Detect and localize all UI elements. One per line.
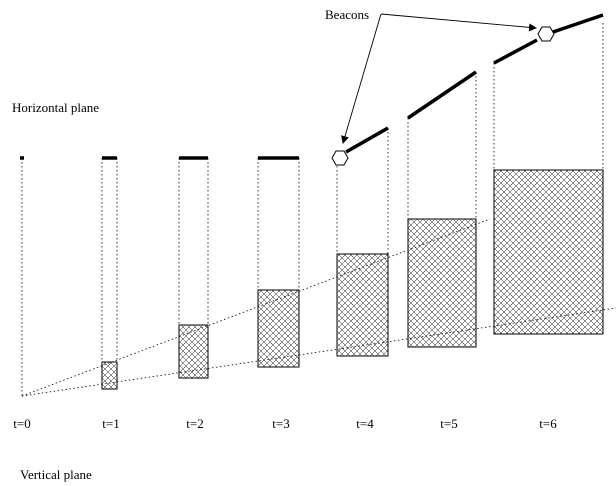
time-labels: t=0 t=1 t=2 t=3 t=4 t=5 t=6 [13,416,557,431]
rect-t4 [336,253,389,357]
beacon-arrow-t6 [380,13,537,32]
segment-t5 [407,70,477,120]
time-label-t4: t=4 [356,416,374,431]
rect-t6 [493,169,604,335]
beacons-label: Beacons [325,7,369,22]
rect-t3 [257,289,300,368]
vertical-plane-label: Vertical plane [20,467,92,482]
rect-t5 [407,218,477,348]
time-label-t3: t=3 [272,416,289,431]
time-label-t2: t=2 [186,416,203,431]
segment-t6a [493,38,538,65]
rect-t2 [178,324,209,379]
beacon-arrows [341,13,537,144]
beacon-t6-hexagon [537,26,555,42]
horizontal-segments [20,13,604,160]
horizontal-plane-label: Horizontal plane [12,100,99,115]
segment-t6b [552,13,604,34]
rect-t1 [101,361,118,390]
time-label-t6: t=6 [539,416,557,431]
projection-lines [21,23,604,396]
segment-t4 [345,126,389,154]
time-label-t5: t=5 [440,416,457,431]
time-label-t1: t=1 [102,416,119,431]
beacon-t4-hexagon [331,150,349,166]
vertical-rects [101,169,604,390]
beacon-arrow-t4 [341,13,382,144]
time-label-t0: t=0 [13,416,30,431]
